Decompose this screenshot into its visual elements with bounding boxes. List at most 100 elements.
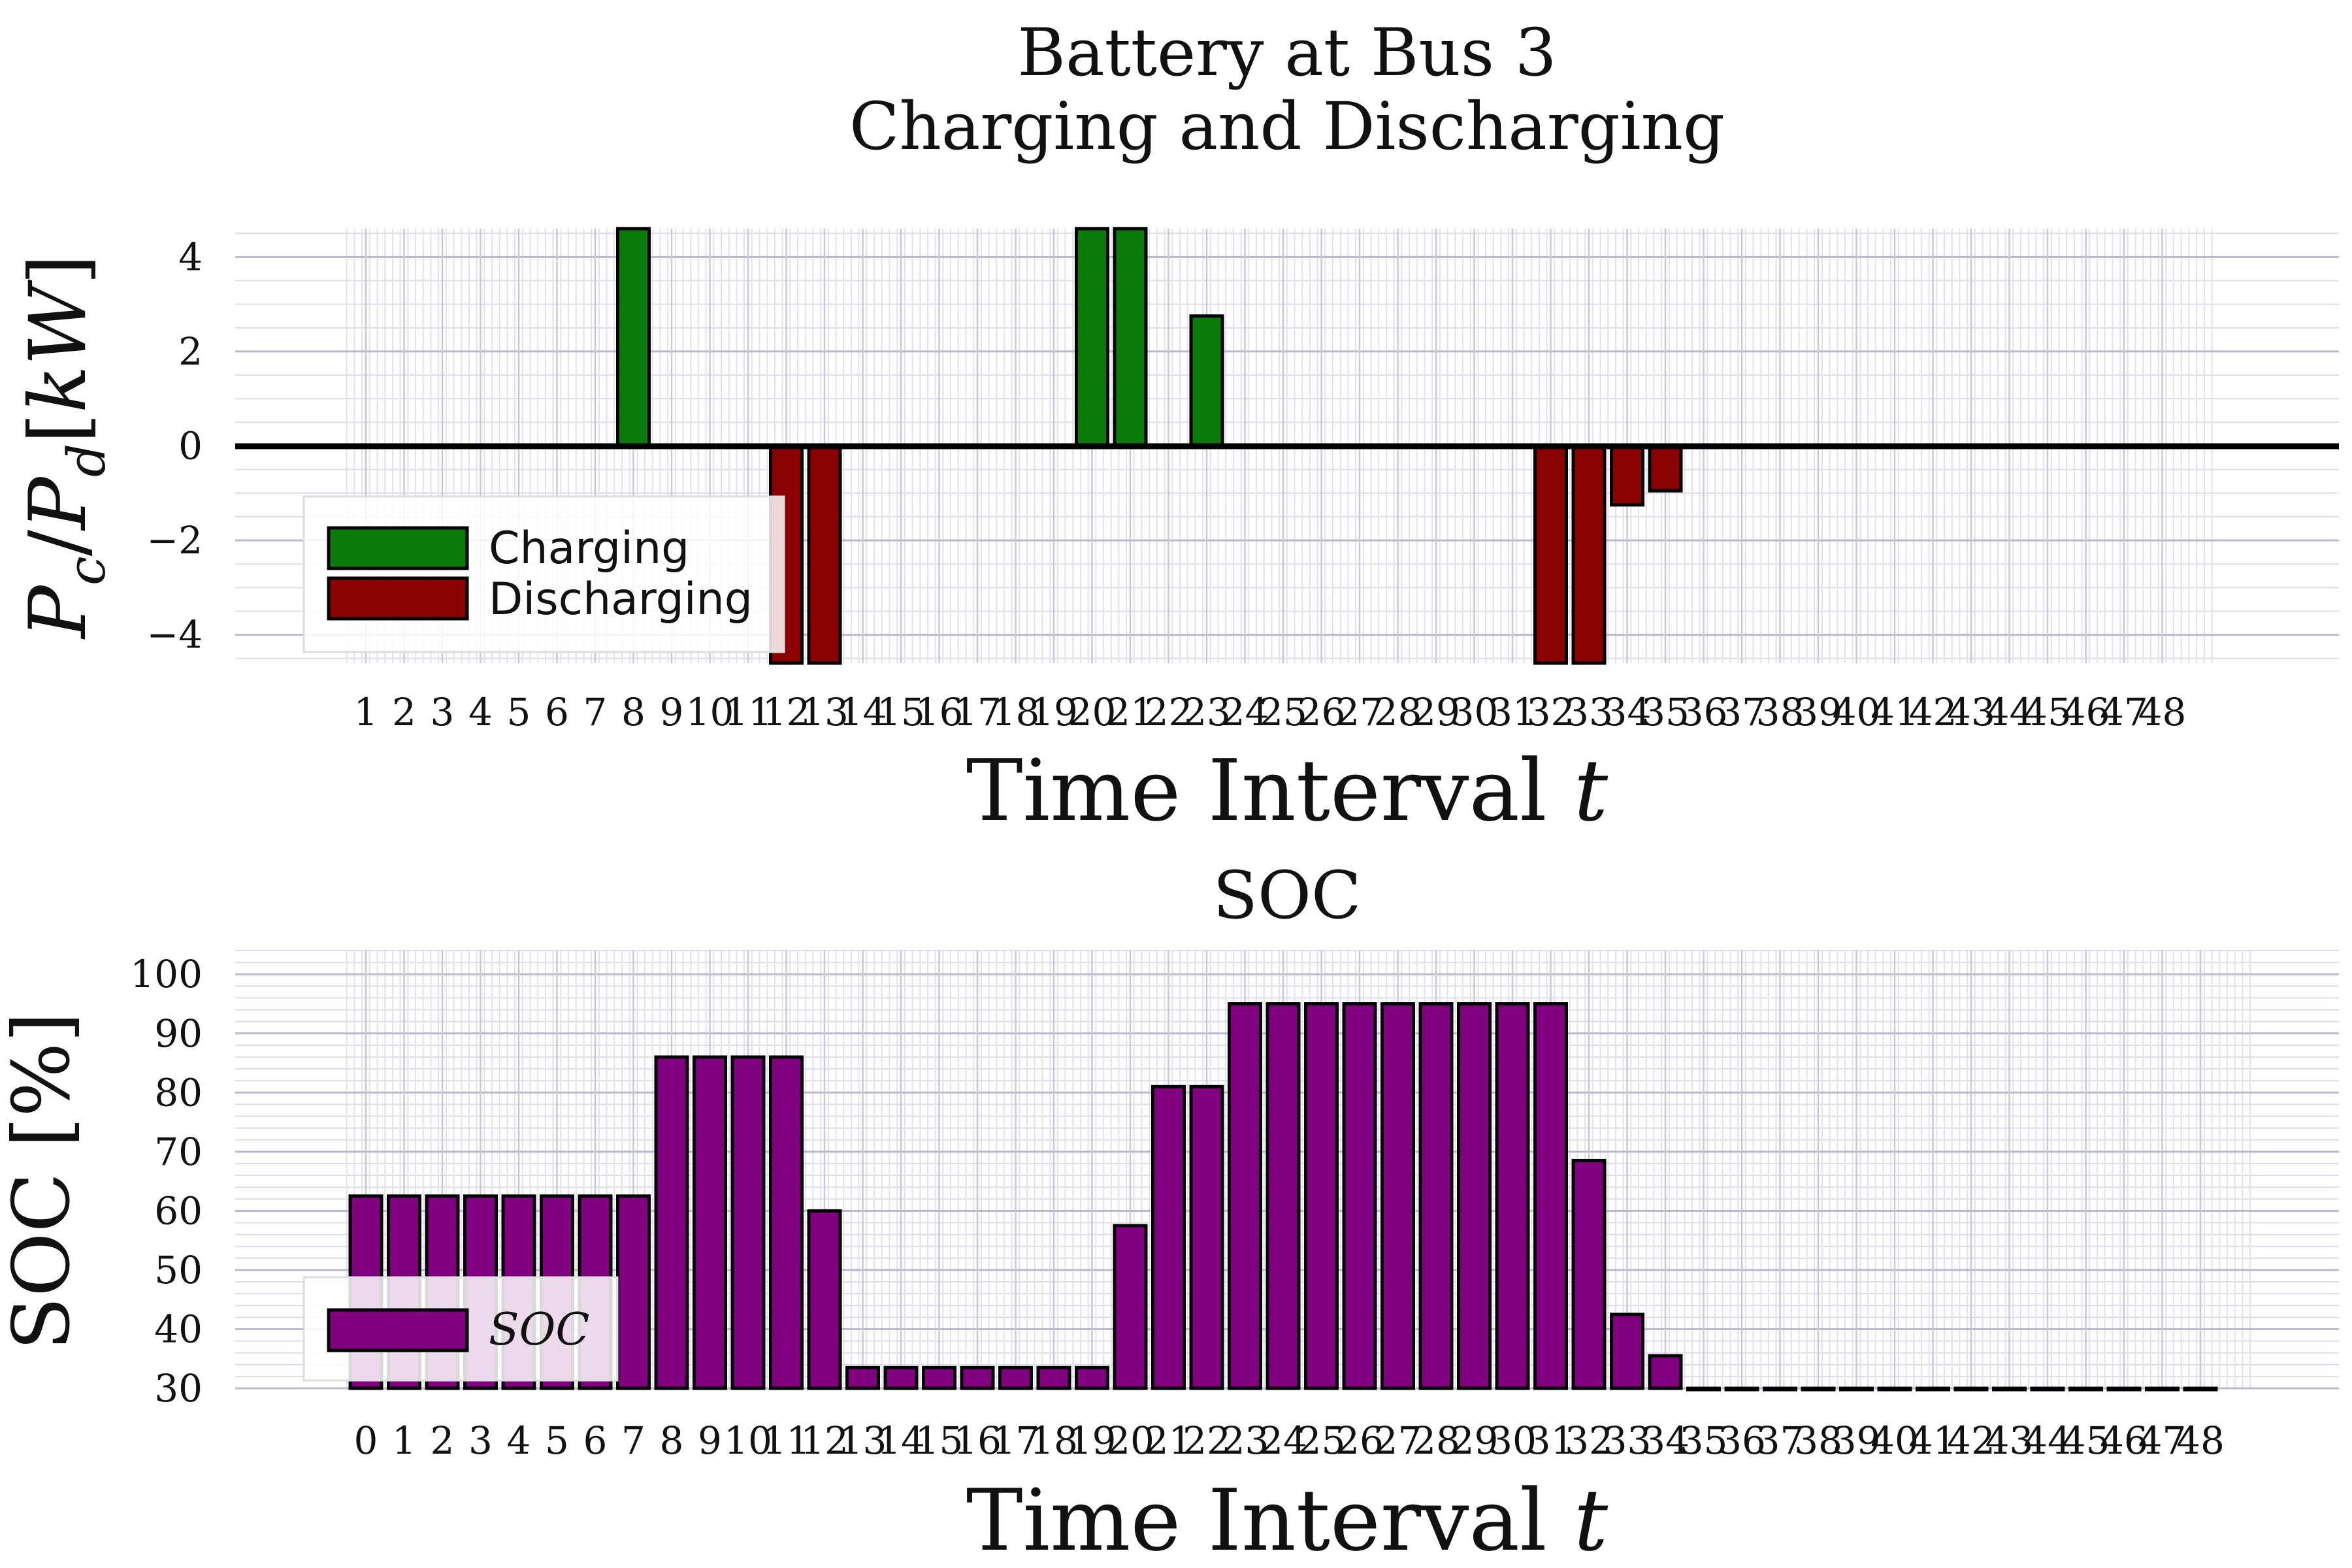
x-tick-label: 28 bbox=[1412, 1418, 1460, 1463]
x-tick-label: 11 bbox=[762, 1418, 811, 1463]
soc-bar-10 bbox=[730, 1055, 766, 1390]
soc-bar-23 bbox=[1228, 1002, 1262, 1390]
bottom-x-axis-label: Time Interval t bbox=[966, 1471, 1609, 1568]
soc-bar-20 bbox=[1113, 1224, 1148, 1390]
soc-bar-48 bbox=[2183, 1386, 2218, 1392]
soc-bar-21 bbox=[1151, 1085, 1186, 1390]
x-tick-label: 14 bbox=[877, 1418, 925, 1463]
x-tick-label: 43 bbox=[1985, 1418, 2034, 1463]
soc-bar-18 bbox=[1036, 1365, 1071, 1390]
soc-bar-47 bbox=[2145, 1386, 2180, 1392]
x-tick-label: 15 bbox=[915, 1418, 964, 1463]
x-tick-label: 21 bbox=[1106, 690, 1154, 734]
x-tick-label: 35 bbox=[1680, 1418, 1728, 1463]
x-tick-label: 24 bbox=[1221, 690, 1269, 734]
x-tick-label: 3 bbox=[468, 1418, 493, 1463]
y-tick-label: 60 bbox=[154, 1188, 203, 1233]
x-tick-label: 27 bbox=[1335, 690, 1384, 734]
x-tick-label: 8 bbox=[621, 690, 645, 734]
soc-bar-30 bbox=[1495, 1002, 1530, 1390]
x-tick-label: 34 bbox=[1603, 690, 1652, 734]
y-tick-label: 70 bbox=[154, 1130, 203, 1174]
x-tick-label: 45 bbox=[2023, 690, 2072, 734]
legend-label-charging: Charging bbox=[489, 523, 689, 574]
x-tick-label: 1 bbox=[354, 690, 378, 734]
soc-bar-13 bbox=[845, 1365, 880, 1390]
x-tick-label: 33 bbox=[1603, 1418, 1652, 1463]
soc-bar-42 bbox=[1953, 1386, 1989, 1392]
soc-bar-12 bbox=[807, 1209, 842, 1390]
x-tick-label: 45 bbox=[2062, 1418, 2110, 1463]
x-tick-label: 5 bbox=[507, 690, 531, 734]
x-tick-label: 6 bbox=[545, 690, 569, 734]
legend-label-discharging: Discharging bbox=[489, 574, 753, 625]
soc-bar-25 bbox=[1304, 1002, 1339, 1390]
discharging-bar-35 bbox=[1648, 444, 1683, 493]
soc-chart-title: SOC bbox=[1213, 857, 1361, 934]
x-tick-label: 38 bbox=[1794, 1418, 1842, 1463]
x-tick-label: 4 bbox=[507, 1418, 531, 1463]
x-tick-label: 21 bbox=[1145, 1418, 1193, 1463]
x-tick-label: 23 bbox=[1183, 690, 1231, 734]
x-tick-label: 44 bbox=[1985, 690, 2034, 734]
charging-bar-21 bbox=[1113, 227, 1148, 448]
x-tick-label: 19 bbox=[1068, 1418, 1117, 1463]
soc-bar-22 bbox=[1189, 1085, 1224, 1390]
x-tick-label: 47 bbox=[2138, 1418, 2187, 1463]
legend-swatch-discharging bbox=[327, 576, 469, 621]
x-tick-label: 25 bbox=[1298, 1418, 1346, 1463]
x-tick-label: 20 bbox=[1106, 1418, 1154, 1463]
soc-bar-9 bbox=[693, 1055, 727, 1390]
x-tick-label: 32 bbox=[1565, 1418, 1613, 1463]
x-tick-label: 9 bbox=[698, 1418, 722, 1463]
x-tick-label: 44 bbox=[2023, 1418, 2072, 1463]
x-tick-label: 29 bbox=[1450, 1418, 1499, 1463]
y-tick-label: 4 bbox=[178, 235, 203, 279]
soc-bar-28 bbox=[1418, 1002, 1454, 1390]
charging-bar-20 bbox=[1075, 227, 1109, 448]
x-tick-label: 18 bbox=[1030, 1418, 1078, 1463]
soc-bar-14 bbox=[883, 1365, 919, 1390]
bottom-x-ticks: 0 1 2 3 4 5 6 7 8 9 101112131415161718192021222324… bbox=[354, 1418, 2225, 1463]
x-tick-label: 37 bbox=[1756, 1418, 1805, 1463]
x-tick-label: 19 bbox=[1030, 690, 1078, 734]
x-tick-label: 24 bbox=[1259, 1418, 1307, 1463]
x-tick-label: 26 bbox=[1335, 1418, 1384, 1463]
soc-bar-27 bbox=[1380, 1002, 1415, 1390]
x-tick-label: 16 bbox=[953, 1418, 1002, 1463]
top-legend: Charging Discharging bbox=[302, 495, 785, 653]
top-x-axis-label: Time Interval t bbox=[966, 741, 1609, 840]
soc-bar-17 bbox=[998, 1365, 1033, 1390]
x-tick-label: 2 bbox=[431, 1418, 455, 1463]
y-tick-label: 0 bbox=[178, 424, 203, 468]
bottom-bars bbox=[348, 1002, 2218, 1392]
soc-bar-19 bbox=[1075, 1365, 1109, 1390]
legend-swatch-charging bbox=[327, 526, 469, 570]
y-tick-label: 50 bbox=[154, 1248, 203, 1292]
soc-bar-32 bbox=[1571, 1158, 1607, 1390]
x-tick-label: 2 bbox=[392, 690, 416, 734]
soc-bar-37 bbox=[1763, 1386, 1797, 1392]
x-tick-label: 18 bbox=[992, 690, 1040, 734]
x-tick-label: 40 bbox=[1870, 1418, 1919, 1463]
soc-bar-7 bbox=[616, 1194, 651, 1390]
x-tick-label: 13 bbox=[839, 1418, 887, 1463]
x-tick-label: 22 bbox=[1183, 1418, 1231, 1463]
top-x-ticks: 1 2 3 4 5 6 7 8 9 1011121314151617181920212223242… bbox=[354, 690, 2187, 734]
x-tick-label: 16 bbox=[915, 690, 964, 734]
x-tick-label: 39 bbox=[1833, 1418, 1881, 1463]
chart-title-line-1: Battery at Bus 3 bbox=[1018, 14, 1557, 91]
soc-bar-24 bbox=[1266, 1002, 1301, 1390]
x-tick-label: 12 bbox=[762, 690, 811, 734]
bottom-y-ticks: 30 40 50 60 70 80 90 100 bbox=[130, 952, 203, 1411]
x-tick-label: 14 bbox=[839, 690, 887, 734]
x-tick-label: 12 bbox=[800, 1418, 849, 1463]
x-tick-label: 42 bbox=[1947, 1418, 1995, 1463]
x-tick-label: 3 bbox=[431, 690, 455, 734]
bottom-y-axis-label: SOC [%] bbox=[0, 1012, 88, 1350]
x-tick-label: 17 bbox=[953, 690, 1002, 734]
x-tick-label: 5 bbox=[545, 1418, 569, 1463]
x-tick-label: 39 bbox=[1794, 690, 1842, 734]
discharging-bar-32 bbox=[1533, 444, 1568, 665]
